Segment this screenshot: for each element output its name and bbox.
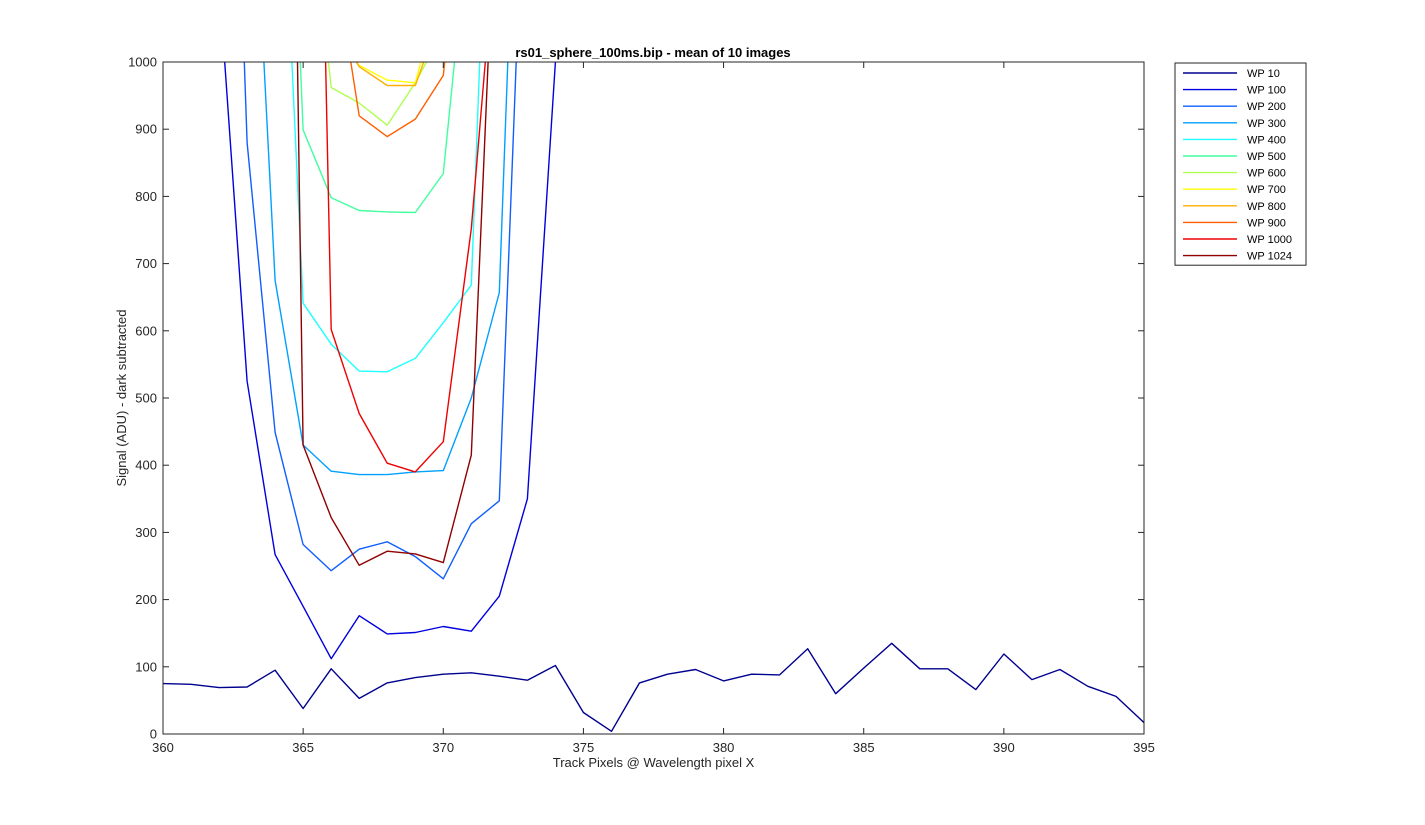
series-line-wp-900 — [350, 62, 446, 138]
x-tick-label: 360 — [152, 740, 174, 755]
series-line-wp-300 — [263, 62, 509, 476]
legend-box — [1174, 62, 1307, 266]
y-tick-label: 400 — [135, 458, 157, 473]
legend-entry-label: WP 1024 — [1247, 251, 1292, 263]
legend-entry-label: WP 500 — [1247, 151, 1286, 163]
legend: WP 10 WP 100 WP 200 WP 300 WP 400 WP 500 WP 60… — [1174, 62, 1307, 266]
y-tick-label: 200 — [135, 592, 157, 607]
series-line-wp-100 — [224, 62, 557, 660]
axis-ticks: 360 365 370 375 380 385 390 395 0 100 200 300 400 500… — [128, 55, 1155, 756]
x-axis-label: Track Pixels @ Wavelength pixel X — [553, 755, 755, 770]
chart-title: rs01_sphere_100ms.bip - mean of 10 image… — [515, 45, 790, 60]
y-tick-label: 500 — [135, 391, 157, 406]
legend-entry-label: WP 400 — [1247, 134, 1286, 146]
series-line-wp-1000 — [324, 62, 486, 473]
y-tick-label: 0 — [150, 727, 157, 742]
series-group — [163, 62, 1144, 732]
legend-entry-label: WP 200 — [1247, 101, 1286, 113]
legend-entry-label: WP 800 — [1247, 201, 1286, 213]
plot-area: 360 365 370 375 380 385 390 395 0 100 200 300 400 500… — [128, 55, 1155, 756]
x-tick-label: 390 — [993, 740, 1015, 755]
y-tick-label: 300 — [135, 525, 157, 540]
legend-entry-label: WP 10 — [1247, 68, 1280, 80]
y-axis-label: Signal (ADU) - dark subtracted — [114, 309, 129, 486]
series-line-wp-1024 — [296, 62, 489, 566]
y-tick-label: 700 — [135, 256, 157, 271]
y-tick-label: 1000 — [128, 55, 157, 70]
legend-entry-label: WP 600 — [1247, 168, 1286, 180]
plot-background — [163, 62, 1144, 734]
y-tick-label: 800 — [135, 189, 157, 204]
series-line-wp-800 — [355, 62, 425, 87]
y-tick-label: 100 — [135, 659, 157, 674]
legend-entry-label: WP 700 — [1247, 184, 1286, 196]
legend-entry-label: WP 1000 — [1247, 234, 1292, 246]
legend-entry-label: WP 300 — [1247, 118, 1286, 130]
x-tick-label: 370 — [432, 740, 454, 755]
x-tick-label: 395 — [1133, 740, 1155, 755]
legend-entry-label: WP 900 — [1247, 217, 1286, 229]
x-tick-label: 380 — [713, 740, 735, 755]
x-tick-label: 375 — [573, 740, 595, 755]
y-tick-label: 900 — [135, 122, 157, 137]
series-line-wp-500 — [299, 62, 456, 214]
series-line-wp-10 — [163, 642, 1144, 732]
legend-entry-label: WP 100 — [1247, 85, 1286, 97]
x-tick-label: 365 — [292, 740, 314, 755]
series-line-wp-200 — [243, 62, 517, 580]
x-tick-label: 385 — [853, 740, 875, 755]
y-tick-label: 600 — [135, 323, 157, 338]
